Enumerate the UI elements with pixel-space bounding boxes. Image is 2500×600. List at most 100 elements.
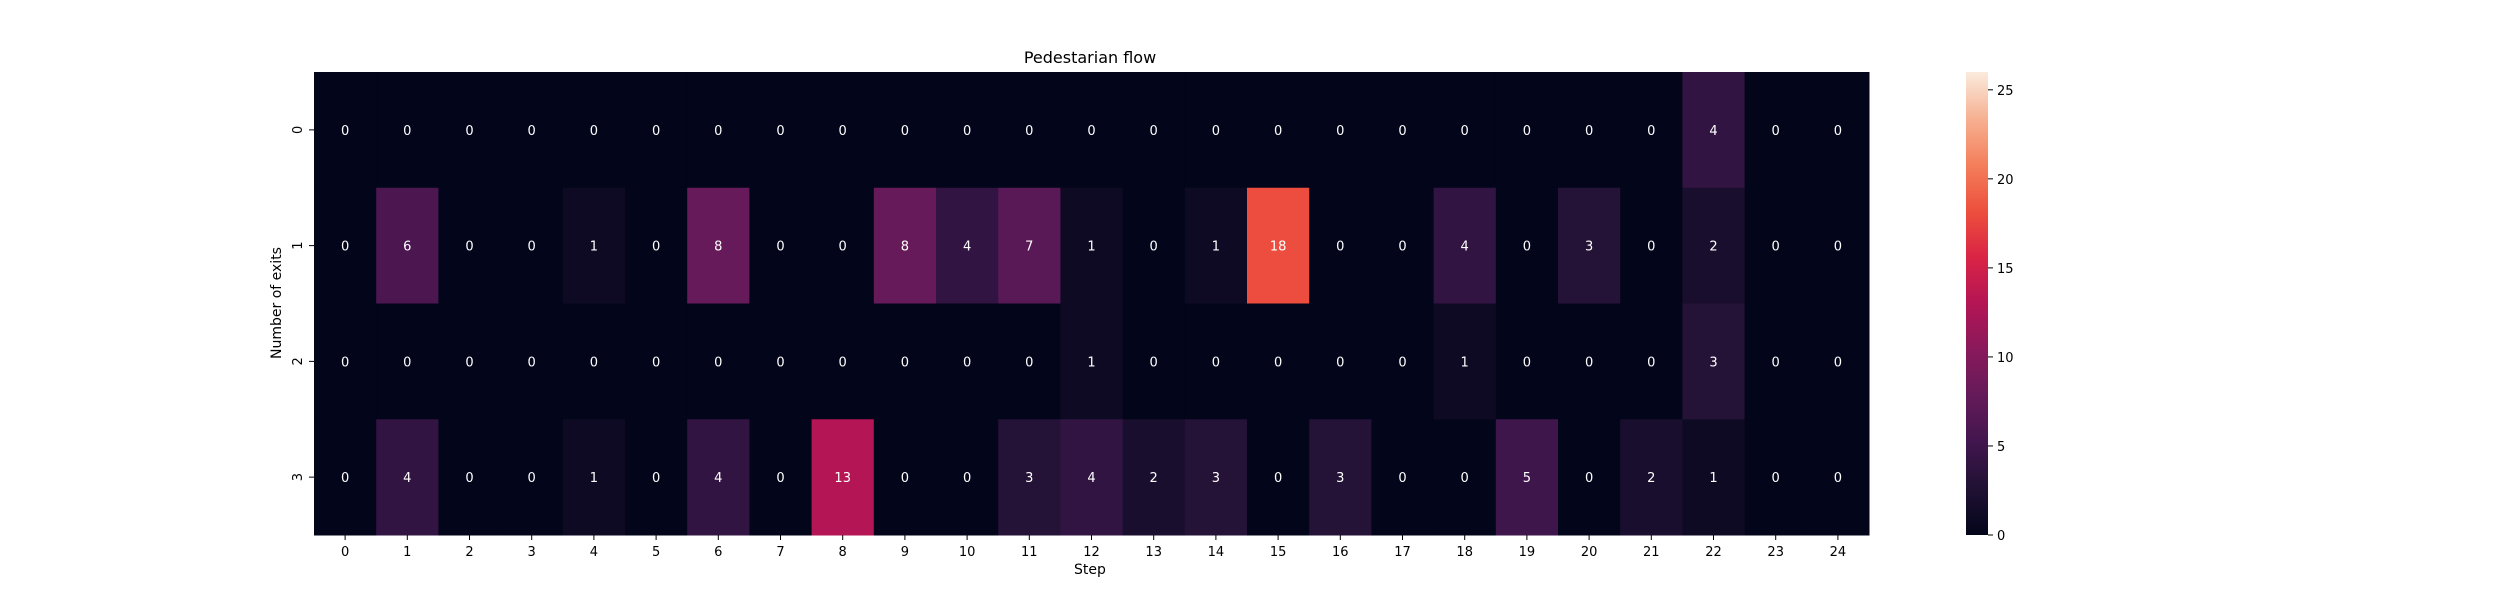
heatmap-cell bbox=[1682, 72, 1746, 189]
cell-value-label: 0 bbox=[1523, 355, 1531, 370]
cell-value-label: 4 bbox=[1087, 471, 1095, 486]
heatmap-cell bbox=[1122, 419, 1186, 536]
cell-value-label: 4 bbox=[1461, 240, 1469, 255]
heatmap-cell bbox=[1744, 187, 1808, 304]
cell-value-label: 0 bbox=[776, 240, 784, 255]
heatmap-cell bbox=[562, 187, 626, 304]
x-tick-label: 18 bbox=[1456, 545, 1473, 560]
x-tick-label: 24 bbox=[1830, 545, 1847, 560]
cell-value-label: 0 bbox=[1647, 240, 1655, 255]
heatmap-cell bbox=[1247, 303, 1310, 420]
cell-value-label: 3 bbox=[1025, 471, 1033, 486]
heatmap-cell bbox=[500, 419, 564, 536]
x-tick-label: 10 bbox=[959, 545, 976, 560]
heatmap-cell bbox=[936, 419, 999, 536]
cell-value-label: 1 bbox=[1461, 355, 1469, 370]
heatmap-cell bbox=[811, 72, 875, 189]
heatmap-cell bbox=[1309, 187, 1372, 304]
cell-value-label: 0 bbox=[590, 355, 598, 370]
heatmap-cell bbox=[562, 419, 626, 536]
heatmap-cell bbox=[562, 72, 626, 189]
x-tick-label: 13 bbox=[1145, 545, 1162, 560]
x-tick-label: 15 bbox=[1270, 545, 1287, 560]
cell-value-label: 0 bbox=[1274, 124, 1282, 139]
cell-value-label: 0 bbox=[1772, 355, 1780, 370]
heatmap-cell bbox=[500, 303, 564, 420]
heatmap-cell bbox=[314, 72, 377, 189]
cell-value-label: 1 bbox=[1709, 471, 1717, 486]
heatmap-cell bbox=[376, 72, 439, 189]
heatmap-cell bbox=[1495, 72, 1559, 189]
heatmap-cell bbox=[1433, 303, 1497, 420]
heatmap-cell bbox=[1184, 187, 1248, 304]
cell-value-label: 0 bbox=[1772, 240, 1780, 255]
x-tick-label: 4 bbox=[590, 545, 598, 560]
cell-value-label: 0 bbox=[403, 355, 411, 370]
heatmap-cell bbox=[376, 419, 439, 536]
heatmap-cell bbox=[625, 303, 688, 420]
heatmap-cell bbox=[1247, 72, 1310, 189]
cell-value-label: 1 bbox=[1087, 355, 1095, 370]
cell-value-label: 0 bbox=[714, 355, 722, 370]
heatmap-cell bbox=[998, 187, 1061, 304]
cell-value-label: 0 bbox=[341, 240, 349, 255]
heatmap-cell bbox=[1558, 72, 1621, 189]
cell-value-label: 4 bbox=[1709, 124, 1717, 139]
cell-value-label: 0 bbox=[341, 355, 349, 370]
y-axis-label: Number of exits bbox=[269, 247, 285, 359]
heatmap-cell bbox=[1371, 303, 1435, 420]
colorbar-tick-label: 10 bbox=[1997, 351, 2014, 366]
x-tick-label: 6 bbox=[714, 545, 722, 560]
heatmap-cell bbox=[625, 419, 688, 536]
heatmap-cell bbox=[1806, 419, 1870, 536]
cell-value-label: 0 bbox=[839, 124, 847, 139]
cell-value-label: 0 bbox=[1336, 240, 1344, 255]
cell-value-label: 0 bbox=[1212, 124, 1220, 139]
heatmap-cell bbox=[500, 187, 564, 304]
x-tick-label: 12 bbox=[1083, 545, 1100, 560]
cell-value-label: 1 bbox=[1212, 240, 1220, 255]
heatmap-cell bbox=[1744, 419, 1808, 536]
colorbar-tick-label: 25 bbox=[1997, 84, 2014, 99]
cell-value-label: 4 bbox=[963, 240, 971, 255]
heatmap-cell bbox=[625, 72, 688, 189]
cell-value-label: 7 bbox=[1025, 240, 1033, 255]
heatmap-cell bbox=[1184, 303, 1248, 420]
cell-value-label: 0 bbox=[776, 355, 784, 370]
cell-value-label: 0 bbox=[528, 124, 536, 139]
cell-value-label: 0 bbox=[1647, 124, 1655, 139]
heatmap-cell bbox=[1806, 303, 1870, 420]
cell-value-label: 0 bbox=[652, 471, 660, 486]
heatmap-cell bbox=[1433, 187, 1497, 304]
cell-value-label: 3 bbox=[1709, 355, 1717, 370]
cell-value-label: 0 bbox=[1150, 124, 1158, 139]
cell-value-label: 0 bbox=[1150, 240, 1158, 255]
heatmap-cell bbox=[376, 187, 439, 304]
cell-value-label: 0 bbox=[528, 240, 536, 255]
x-axis: 0 1 2 3 4 5 6 7 8 9 10 11 12 13 14 15 16 17 18 19 20 21 22 23 24 bbox=[341, 535, 1846, 560]
x-tick-label: 8 bbox=[839, 545, 847, 560]
cell-value-label: 0 bbox=[528, 355, 536, 370]
heatmap-cell bbox=[998, 303, 1061, 420]
cell-value-label: 0 bbox=[1585, 355, 1593, 370]
cell-value-label: 0 bbox=[963, 471, 971, 486]
heatmap-cell bbox=[1806, 187, 1870, 304]
heatmap-cell bbox=[1371, 419, 1435, 536]
cell-value-label: 4 bbox=[714, 471, 722, 486]
cell-value-label: 0 bbox=[1461, 124, 1469, 139]
cell-value-label: 3 bbox=[1336, 471, 1344, 486]
cell-value-label: 2 bbox=[1647, 471, 1655, 486]
cell-value-label: 0 bbox=[652, 124, 660, 139]
heatmap-cell bbox=[1620, 187, 1683, 304]
x-axis-label: Step bbox=[1074, 562, 1106, 578]
colorbar-ticks: 0 5 10 15 20 25 bbox=[1988, 84, 2014, 544]
cell-value-label: 0 bbox=[1461, 471, 1469, 486]
heatmap-cell bbox=[1060, 187, 1124, 304]
cell-value-label: 1 bbox=[590, 471, 598, 486]
cell-value-label: 0 bbox=[465, 355, 473, 370]
heatmap-cell bbox=[1060, 419, 1124, 536]
cell-value-label: 3 bbox=[1212, 471, 1220, 486]
cell-value-label: 0 bbox=[528, 471, 536, 486]
cell-value-label: 0 bbox=[839, 240, 847, 255]
heatmap-cell bbox=[749, 303, 813, 420]
